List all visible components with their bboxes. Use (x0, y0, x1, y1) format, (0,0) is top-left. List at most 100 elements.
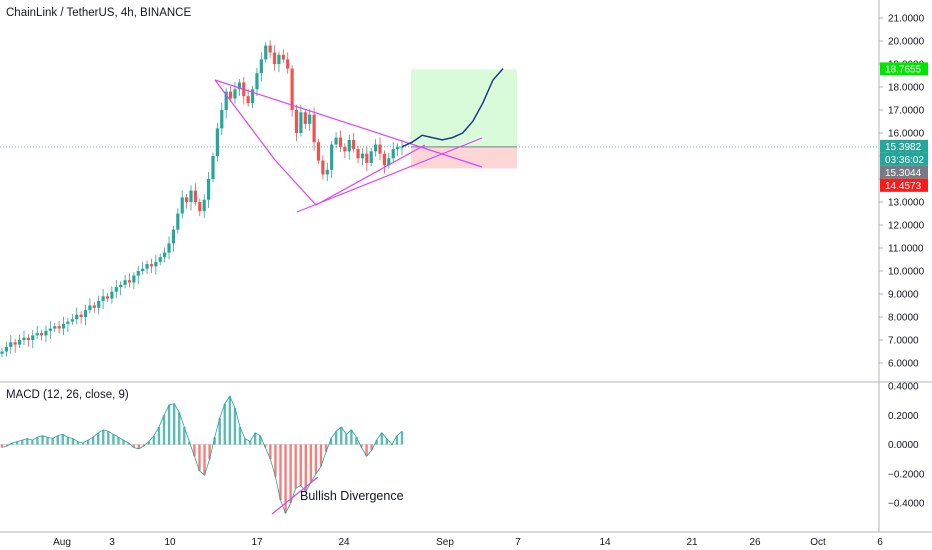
candle-body (31, 335, 35, 340)
candle-body (97, 300, 101, 308)
macd-bar (127, 443, 130, 445)
macd-bar (21, 440, 24, 445)
macd-tick-label: 0.2000 (888, 411, 919, 422)
candle-body (330, 144, 334, 170)
price-projection-curve[interactable] (401, 68, 504, 148)
macd-bar (400, 431, 404, 445)
candle-body (312, 114, 316, 143)
macd-histogram (0, 395, 404, 515)
macd-tick-label: 0.0000 (888, 440, 919, 451)
macd-bar (5, 444, 9, 446)
macd-bar (319, 444, 323, 467)
candle-body (268, 45, 272, 53)
candle-body (206, 179, 211, 200)
macd-bar (198, 444, 201, 471)
candle-body (391, 149, 395, 159)
time-tick-label: 17 (251, 537, 263, 548)
candle-body (228, 91, 233, 99)
macd-bar (309, 444, 313, 483)
candle-body (141, 268, 145, 271)
candle-body (88, 305, 92, 311)
macd-bar (284, 444, 287, 514)
candle-body (163, 252, 167, 258)
time-tick-label: 3 (109, 537, 115, 548)
macd-bar (350, 429, 353, 445)
macd-tick-label: 0.4000 (888, 382, 919, 393)
candle-body (211, 156, 215, 179)
price-badge-label: 03:36:02 (885, 155, 924, 166)
macd-bar (233, 407, 237, 445)
macd-bar (334, 431, 338, 445)
triangle-lower-line[interactable] (214, 79, 426, 206)
candle-body (26, 337, 30, 340)
macd-bar (86, 440, 90, 445)
candle-body (325, 169, 329, 175)
candle-body (75, 314, 79, 320)
macd-bar (375, 440, 378, 445)
macd-bar (203, 444, 206, 476)
candle-body (369, 151, 373, 163)
price-tick-label: 9.0000 (888, 290, 919, 301)
macd-bar (228, 396, 232, 445)
candle-body (4, 346, 8, 352)
macd-bar (172, 403, 176, 445)
macd-bar (41, 435, 44, 445)
candle-body (9, 342, 13, 347)
price-badge-label: 14.4573 (885, 181, 922, 192)
price-tick-label: 13.0000 (888, 198, 925, 209)
divergence-label: Bullish Divergence (300, 489, 404, 503)
macd-bar (81, 443, 85, 445)
macd-bar (299, 444, 302, 486)
candle-body (303, 112, 307, 124)
price-tick-label: 8.0000 (888, 313, 919, 324)
time-tick-label: 7 (515, 537, 521, 548)
candle-body (316, 142, 321, 161)
macd-outline (1, 395, 403, 515)
candle-body (343, 146, 347, 152)
candle-body (39, 333, 44, 336)
macd-bar (238, 426, 242, 445)
candle-body (286, 59, 290, 69)
candle-body (352, 139, 356, 150)
candle-body (79, 314, 83, 317)
macd-bar (61, 434, 64, 445)
price-tick-label: 20.0000 (888, 37, 925, 48)
macd-bar (340, 426, 343, 445)
macd-bar (137, 444, 140, 449)
macd-bar (112, 434, 115, 445)
macd-bar (107, 431, 110, 445)
price-tick-label: 16.0000 (888, 129, 925, 140)
candle-body (136, 271, 140, 276)
price-tick-label: 12.0000 (888, 221, 925, 232)
price-tick-label: 17.0000 (888, 106, 925, 117)
time-tick-label: 14 (599, 537, 611, 548)
macd-bar (223, 403, 226, 445)
macd-bar (329, 438, 333, 445)
candle-body (308, 114, 312, 124)
candle-body (180, 197, 184, 214)
macd-bar (279, 444, 282, 501)
macd-bar (97, 432, 100, 445)
macd-bar (36, 437, 39, 445)
price-badge (880, 178, 928, 192)
macd-bar (360, 444, 363, 448)
price-badges: 18.7655 15.3982 03:36:02 15.3044 14.4573 (880, 62, 928, 192)
macd-bar (208, 444, 211, 460)
candle-series (0, 40, 404, 358)
candle-body (290, 68, 294, 110)
candle-body (35, 333, 39, 336)
macd-bar (10, 443, 14, 445)
macd-bar (122, 440, 125, 445)
triangle-support-line[interactable] (296, 137, 483, 213)
price-badge (880, 152, 928, 166)
candle-body (105, 296, 110, 299)
price-badge (880, 165, 928, 179)
candle-body (92, 305, 96, 308)
triangle-upper-line[interactable] (214, 79, 483, 168)
candle-body (101, 296, 105, 301)
macd-bar (0, 444, 4, 448)
candle-body (233, 89, 237, 99)
macd-bar (213, 437, 216, 445)
divergence-line[interactable] (271, 476, 319, 515)
candle-body (237, 82, 241, 90)
